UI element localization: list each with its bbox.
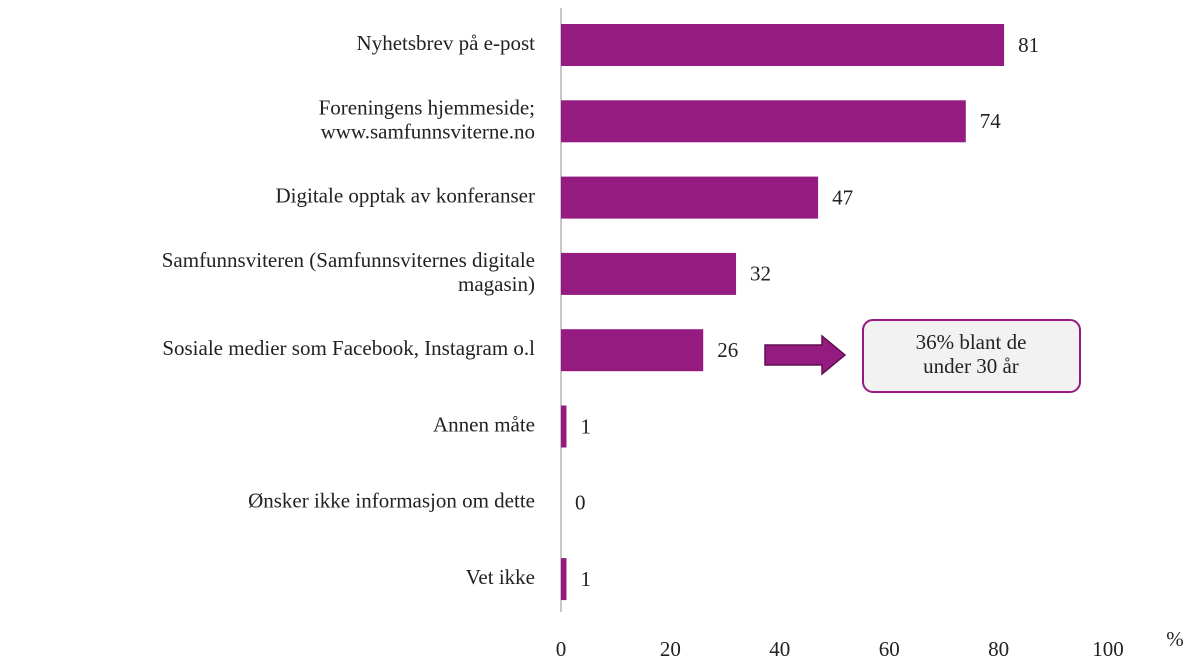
x-tick-label: 0	[556, 637, 567, 661]
x-tick-label: 100	[1092, 637, 1124, 661]
bar	[561, 329, 704, 372]
bar	[561, 252, 737, 295]
x-tick-label: 40	[769, 637, 790, 661]
value-label: 1	[580, 567, 591, 591]
x-tick-label: 20	[660, 637, 681, 661]
bar	[561, 100, 966, 143]
value-label: 1	[580, 414, 591, 438]
y-tick-label: Sosiale medier som Facebook, Instagram o…	[162, 336, 535, 360]
value-label: 26	[717, 338, 738, 362]
value-label: 47	[832, 185, 853, 209]
y-tick-label: Annen måte	[433, 412, 535, 436]
x-tick-label: 60	[879, 637, 900, 661]
value-label: 0	[575, 491, 586, 515]
y-tick-label: Vet ikke	[466, 565, 535, 589]
bar	[561, 176, 819, 219]
annotation: 36% blant de under 30 år	[916, 330, 1027, 378]
x-tick-label: 80	[988, 637, 1009, 661]
bar	[561, 558, 567, 601]
x-axis-label: %	[1166, 627, 1184, 651]
y-tick-label: Nyhetsbrev på e-post	[357, 31, 536, 55]
y-tick-label: Samfunnsviteren (Samfunnsviternes digita…	[162, 248, 535, 296]
value-label: 81	[1018, 33, 1039, 57]
y-tick-label: Ønsker ikke informasjon om dette	[248, 489, 535, 513]
bar	[561, 24, 1005, 66]
bar	[561, 405, 567, 448]
y-tick-label: Digitale opptak av konferanser	[276, 183, 536, 207]
value-label: 74	[980, 109, 1002, 133]
annotation-box	[862, 319, 1081, 393]
y-tick-label: Foreningens hjemmeside; www.samfunnsviter…	[319, 95, 535, 143]
annotation-arrow	[764, 334, 847, 376]
value-label: 32	[750, 262, 771, 286]
